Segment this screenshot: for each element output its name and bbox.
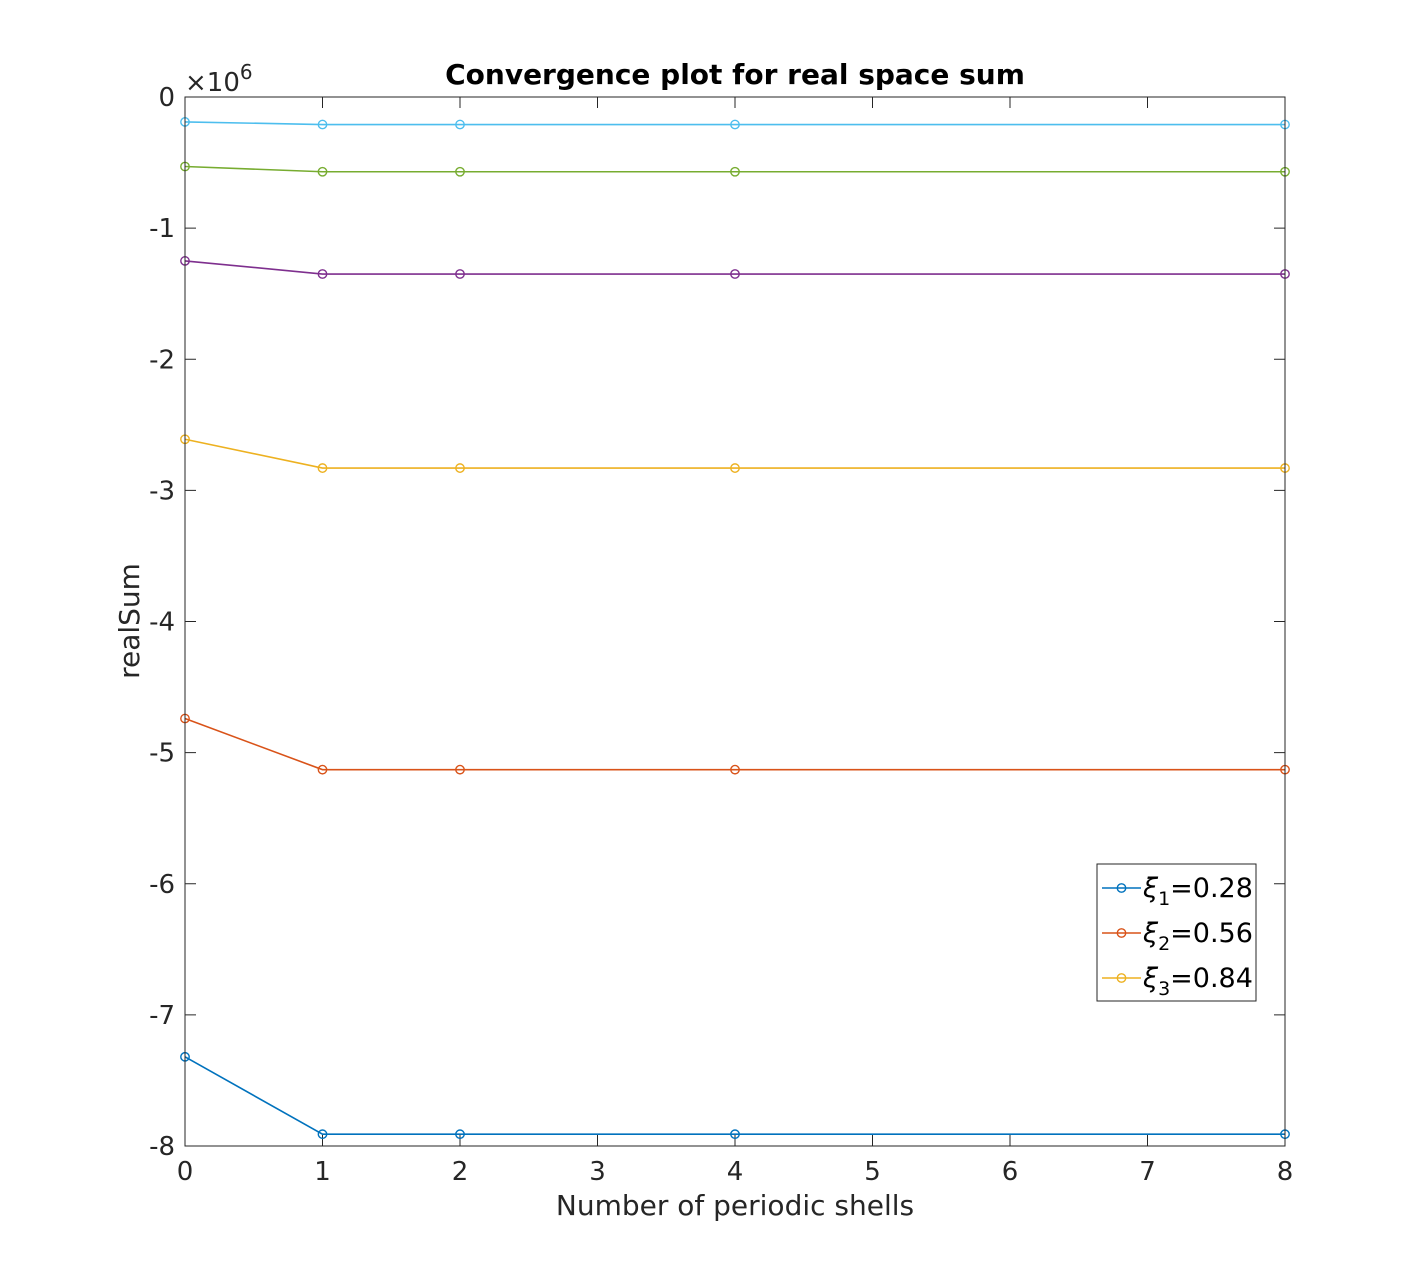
data-point	[455, 119, 465, 130]
plot-frame	[184, 96, 1286, 1147]
data-point	[317, 166, 328, 177]
legend-marker	[1116, 928, 1127, 938]
data-point	[730, 269, 740, 279]
y-tick-label: -2	[149, 345, 175, 375]
data-point	[317, 1129, 328, 1140]
x-tick-label: 3	[589, 1157, 606, 1187]
y-axis-label: realSum	[113, 563, 146, 679]
legend-item: ξ2=0.56	[1102, 918, 1253, 955]
series-line	[184, 165, 1285, 173]
x-tick-label: 1	[314, 1157, 331, 1187]
x-axis-label: Number of periodic shells	[556, 1189, 914, 1222]
legend-label: ξ2=0.56	[1142, 918, 1253, 955]
series-line	[184, 438, 1285, 469]
data-point	[455, 764, 465, 775]
legend-item: ξ3=0.84	[1102, 963, 1253, 1000]
tick-labels: 0 1 2 3 4 5 6 7 8 0 -1 -2 -3 -4 -5 -6 -7 -8	[149, 83, 1293, 1187]
data-point	[730, 1129, 740, 1140]
y-tick-label: -4	[149, 608, 175, 638]
legend: ξ1=0.28 ξ2=0.56 ξ3=0.84	[1096, 863, 1257, 1002]
x-tick-label: 5	[864, 1157, 881, 1187]
y-exponent-power: 6	[240, 60, 253, 84]
series-layer	[180, 117, 1290, 1140]
chart-title: Convergence plot for real space sum	[445, 58, 1025, 91]
data-point	[317, 119, 328, 130]
y-tick-label: 0	[158, 83, 175, 113]
series-line	[184, 260, 1285, 275]
data-point	[317, 764, 328, 775]
data-point	[455, 166, 465, 177]
y-tick-label: -6	[149, 870, 175, 900]
x-tick-label: 0	[177, 1157, 194, 1187]
x-tick-label: 2	[452, 1157, 469, 1187]
x-tick-label: 7	[1139, 1157, 1156, 1187]
y-exponent-label: ×106	[185, 60, 253, 98]
data-point	[317, 463, 328, 473]
data-point	[455, 269, 465, 279]
legend-marker	[1116, 973, 1127, 983]
y-tick-label: -5	[149, 739, 175, 769]
legend-item: ξ1=0.28	[1102, 873, 1253, 910]
y-tick-label: -8	[149, 1132, 175, 1162]
y-tick-label: -3	[149, 476, 175, 506]
legend-label: ξ1=0.28	[1142, 873, 1253, 910]
data-point	[317, 269, 328, 279]
data-point	[730, 764, 740, 775]
y-tick-label: -7	[149, 1001, 175, 1031]
series-line	[184, 717, 1285, 771]
data-point	[730, 166, 740, 177]
data-point	[455, 1129, 465, 1140]
x-tick-label: 8	[1277, 1157, 1294, 1187]
legend-label: ξ3=0.84	[1142, 963, 1253, 1000]
data-point	[455, 463, 465, 473]
series-line	[184, 1056, 1285, 1135]
x-tick-label: 4	[727, 1157, 744, 1187]
y-exponent-base: ×10	[185, 68, 240, 98]
x-tick-label: 6	[1002, 1157, 1019, 1187]
series-line	[184, 121, 1285, 126]
legend-marker	[1116, 883, 1127, 893]
data-point	[730, 463, 740, 473]
y-tick-label: -1	[149, 214, 175, 244]
data-point	[730, 119, 740, 130]
